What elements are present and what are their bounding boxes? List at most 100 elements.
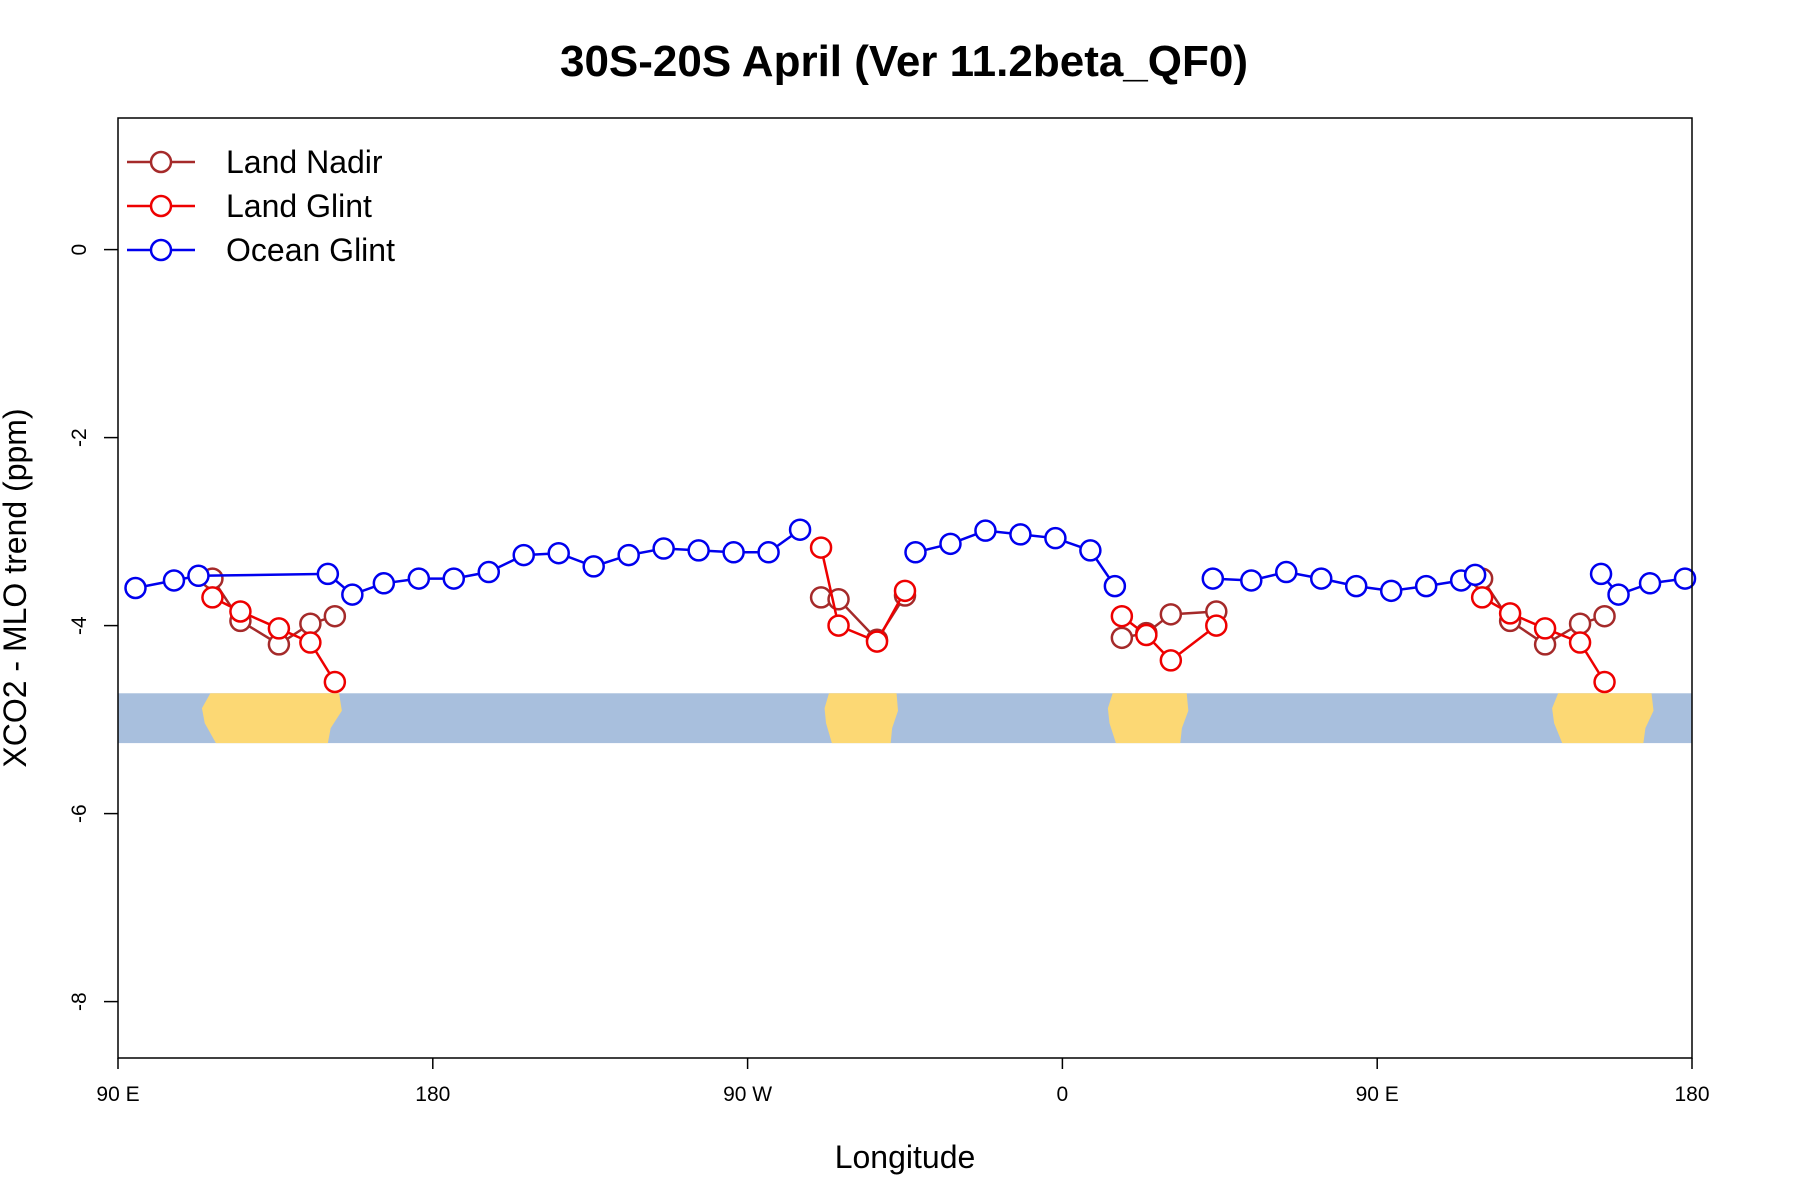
land-glint-point bbox=[1533, 617, 1557, 640]
legend-marker bbox=[149, 238, 173, 262]
chart-title: 30S-20S April (Ver 11.2beta_QF0) bbox=[560, 37, 1248, 86]
x-tick-label: 90 E bbox=[96, 1083, 139, 1106]
map-land bbox=[201, 693, 342, 744]
land-glint-line bbox=[819, 547, 907, 644]
ocean-glint-point bbox=[1103, 574, 1127, 598]
land-nadir-line bbox=[1121, 610, 1217, 640]
ocean-glint-point bbox=[582, 555, 605, 578]
land-nadir-point bbox=[1159, 603, 1183, 626]
ocean-glint-point bbox=[124, 576, 147, 600]
y-axis-label: XCO2 - MLO trend (ppm) bbox=[0, 408, 33, 767]
legend-label: Land Nadir bbox=[226, 144, 383, 180]
land-glint-point bbox=[865, 630, 889, 653]
ocean-glint-point bbox=[1344, 574, 1368, 598]
ocean-glint-point bbox=[442, 567, 466, 590]
plot-frame bbox=[117, 117, 1693, 1059]
x-axis-label: Longitude bbox=[835, 1139, 976, 1175]
ocean-glint-point bbox=[1414, 574, 1438, 598]
ocean-glint-point bbox=[547, 541, 570, 565]
land-glint-point bbox=[1135, 623, 1158, 647]
land-glint-point bbox=[1568, 631, 1592, 654]
land-glint-point bbox=[201, 586, 224, 609]
series-ocean-glint bbox=[124, 518, 1697, 606]
map-land bbox=[1552, 693, 1654, 744]
x-tick-label: 180 bbox=[1674, 1083, 1709, 1106]
land-glint-point bbox=[1205, 614, 1228, 637]
ocean-glint-point bbox=[187, 564, 210, 588]
legend-item-ocean-glint: Ocean Glint bbox=[127, 232, 395, 268]
ocean-glint-point bbox=[939, 532, 962, 556]
ocean-glint-point bbox=[1379, 579, 1403, 603]
y-tick-label: -6 bbox=[68, 804, 91, 823]
ocean-glint-point bbox=[512, 543, 535, 567]
ocean-glint-point bbox=[1201, 567, 1225, 590]
land-glint-point bbox=[809, 536, 833, 559]
ocean-glint-point bbox=[316, 562, 340, 586]
legend-marker bbox=[149, 194, 173, 218]
land-glint-point bbox=[893, 579, 917, 603]
series-land-glint bbox=[201, 536, 1616, 694]
ocean-glint-point bbox=[687, 539, 710, 562]
legend-label: Land Glint bbox=[226, 188, 372, 224]
legend-item-land-glint: Land Glint bbox=[127, 188, 372, 224]
ocean-glint-point bbox=[372, 572, 396, 595]
land-nadir-point bbox=[1568, 612, 1592, 635]
ocean-glint-point bbox=[1638, 572, 1662, 595]
ocean-glint-point bbox=[1463, 563, 1487, 587]
x-tick-label: 90 E bbox=[1356, 1083, 1399, 1106]
legend-label: Ocean Glint bbox=[226, 232, 395, 268]
land-nadir-point bbox=[299, 612, 322, 635]
land-glint-point bbox=[1498, 602, 1522, 625]
x-tick-label: 180 bbox=[415, 1083, 450, 1106]
land-nadir-point bbox=[1110, 626, 1134, 650]
ocean-glint-point bbox=[722, 541, 745, 564]
ocean-glint-point bbox=[1607, 583, 1630, 606]
ocean-glint-point bbox=[1044, 526, 1067, 550]
x-tick-label: 90 W bbox=[723, 1083, 772, 1106]
ocean-glint-point bbox=[788, 518, 812, 541]
legend-item-land-nadir: Land Nadir bbox=[127, 144, 383, 180]
land-glint-point bbox=[827, 614, 850, 637]
ocean-glint-line bbox=[1600, 573, 1686, 597]
y-tick-label: -8 bbox=[68, 992, 91, 1011]
series-layer bbox=[124, 518, 1697, 694]
map-strip bbox=[118, 693, 1692, 744]
land-glint-point bbox=[1593, 670, 1616, 694]
ocean-glint-point bbox=[1673, 567, 1697, 590]
land-nadir-point bbox=[323, 604, 347, 628]
ocean-glint-point bbox=[341, 583, 364, 606]
ocean-glint-point bbox=[974, 519, 997, 542]
land-glint-point bbox=[1470, 586, 1494, 609]
ocean-glint-point bbox=[617, 543, 640, 567]
ocean-glint-point bbox=[904, 541, 927, 564]
x-tick-label: 0 bbox=[1057, 1083, 1069, 1106]
axes: 90 E 180 90 W 0 90 E 180 0 -2 -4 -6 -8 bbox=[68, 244, 1710, 1106]
y-tick-label: 0 bbox=[68, 244, 91, 256]
ocean-glint-point bbox=[1589, 562, 1613, 586]
map-ocean bbox=[118, 693, 1692, 744]
land-glint-point bbox=[1110, 604, 1134, 628]
ocean-glint-point bbox=[162, 569, 186, 592]
ocean-glint-point bbox=[1009, 523, 1032, 546]
land-glint-point bbox=[229, 600, 252, 623]
ocean-glint-point bbox=[757, 541, 780, 564]
ocean-glint-point bbox=[1275, 560, 1298, 584]
ocean-glint-point bbox=[477, 560, 501, 584]
ocean-glint-point bbox=[1309, 567, 1333, 590]
land-nadir-point bbox=[1593, 604, 1616, 628]
map-land bbox=[824, 693, 899, 744]
ocean-glint-point bbox=[1079, 539, 1102, 562]
y-tick-label: -4 bbox=[68, 616, 91, 635]
land-glint-point bbox=[323, 670, 347, 694]
land-glint-line bbox=[1121, 615, 1218, 663]
legend-marker bbox=[149, 150, 173, 174]
ocean-glint-point bbox=[652, 537, 675, 560]
ocean-glint-point bbox=[1240, 569, 1263, 592]
land-glint-point bbox=[299, 631, 322, 654]
ocean-glint-point bbox=[407, 567, 431, 590]
land-glint-point bbox=[267, 617, 291, 640]
legend: Land Nadir Land Glint Ocean Glint bbox=[127, 144, 395, 268]
map-land bbox=[1107, 693, 1189, 744]
y-tick-label: -2 bbox=[68, 428, 91, 447]
